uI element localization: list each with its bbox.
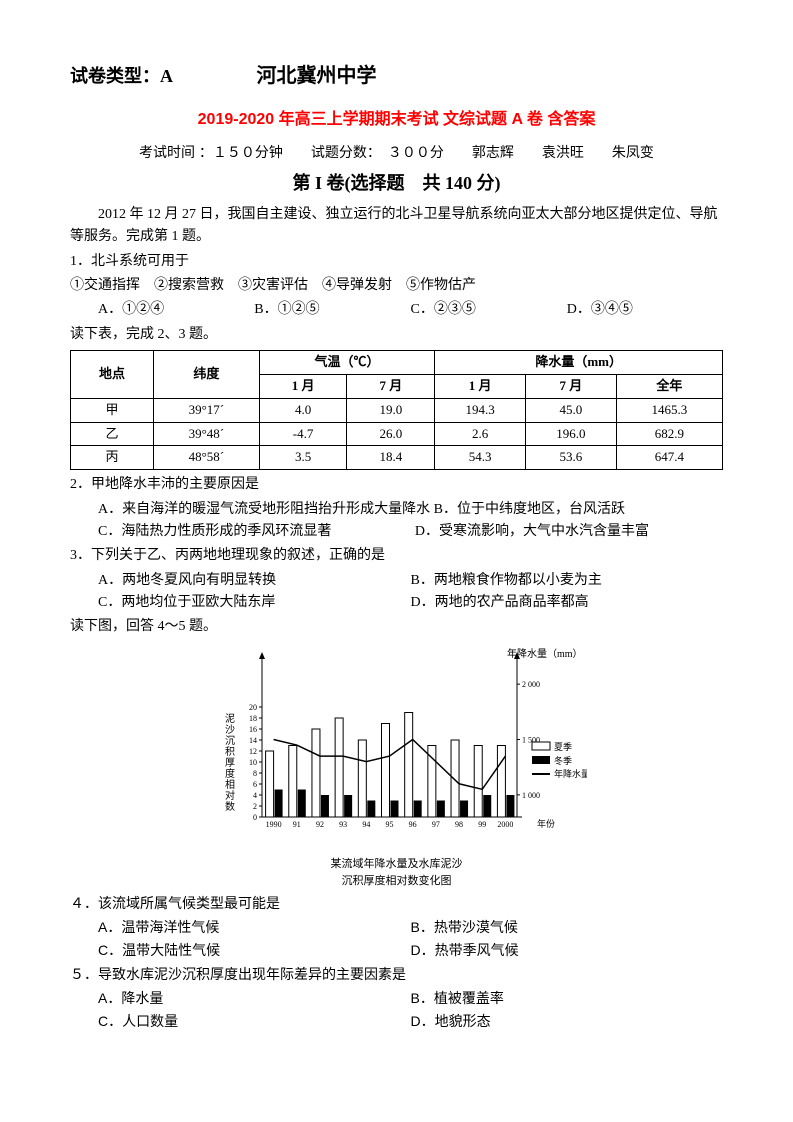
q3-c: C．两地均位于亚欧大陆东岸 bbox=[98, 592, 411, 614]
svg-text:年降水量: 年降水量 bbox=[554, 768, 587, 779]
chart-intro: 读下图，回答 4～5 题。 bbox=[70, 616, 723, 638]
q5-options: A．降水量B．植被覆盖率 C．人口数量D．地貌形态 bbox=[98, 987, 723, 1032]
svg-text:12: 12 bbox=[249, 747, 257, 756]
table-row: 丙48°58´ 3.518.4 54.353.6 647.4 bbox=[71, 446, 723, 470]
svg-text:4: 4 bbox=[253, 791, 257, 800]
section-1-title: 第 I 卷(选择题 共 140 分) bbox=[70, 169, 723, 198]
svg-text:2: 2 bbox=[253, 802, 257, 811]
q3-options: A．两地冬夏风向有明显转换B．两地粮食作物都以小麦为主 C．两地均位于亚欧大陆东… bbox=[98, 570, 723, 615]
th-jan2: 1 月 bbox=[435, 374, 526, 398]
intro-text: 2012 年 12 月 27 日，我国自主建设、独立运行的北斗卫星导航系统向亚太… bbox=[70, 204, 723, 249]
th-lat: 纬度 bbox=[154, 351, 260, 399]
svg-text:对: 对 bbox=[225, 789, 235, 802]
svg-text:98: 98 bbox=[455, 820, 463, 829]
q2-c: C．海陆热力性质形成的季风环流显著 bbox=[98, 524, 331, 539]
q1-d: D．③④⑤ bbox=[567, 299, 723, 321]
svg-text:0: 0 bbox=[253, 813, 257, 822]
th-loc: 地点 bbox=[71, 351, 154, 399]
svg-text:14: 14 bbox=[249, 736, 257, 745]
svg-text:年降水量（mm）: 年降水量（mm） bbox=[507, 647, 583, 660]
q5-b: B．植被覆盖率 bbox=[411, 987, 724, 1009]
q4-b: B．热带沙漠气候 bbox=[411, 916, 724, 938]
svg-text:94: 94 bbox=[362, 820, 370, 829]
svg-text:18: 18 bbox=[249, 714, 257, 723]
table-intro: 读下表，完成 2、3 题。 bbox=[70, 324, 723, 346]
q1-b: B．①②⑤ bbox=[254, 299, 410, 321]
svg-text:2 000: 2 000 bbox=[522, 680, 540, 689]
q5-d: D．地貌形态 bbox=[411, 1010, 724, 1032]
red-title: 2019-2020 年高三上学期期末考试 文综试题 A 卷 含答案 bbox=[70, 107, 723, 133]
table-row: 地点 纬度 气温（℃） 降水量（mm） bbox=[71, 351, 723, 375]
q3-b: B．两地粮食作物都以小麦为主 bbox=[411, 570, 724, 592]
chart-svg: 024681012141618201 0001 5002 000泥沙沉积厚度相对… bbox=[207, 647, 587, 847]
header-row: 试卷类型：A 河北冀州中学 bbox=[70, 60, 723, 92]
svg-text:10: 10 bbox=[249, 758, 257, 767]
svg-text:沉: 沉 bbox=[225, 734, 235, 747]
q4-c: C．温带大陆性气候 bbox=[98, 939, 411, 961]
svg-text:相: 相 bbox=[225, 778, 235, 791]
q2-options: A．来自海洋的暖湿气流受地形阻挡抬升形成大量降水 B．位于中纬度地区，台风活跃 … bbox=[98, 499, 723, 544]
q5-stem: ５．导致水库泥沙沉积厚度出现年际差异的主要因素是 bbox=[70, 963, 723, 985]
svg-text:2000: 2000 bbox=[497, 820, 513, 829]
table-row: 甲39°17´ 4.019.0 194.345.0 1465.3 bbox=[71, 398, 723, 422]
q2-a: A．来自海洋的暖湿气流受地形阻挡抬升形成大量降水 bbox=[98, 502, 430, 517]
svg-text:夏季: 夏季 bbox=[554, 741, 572, 752]
svg-text:16: 16 bbox=[249, 725, 257, 734]
th-jul2: 7 月 bbox=[526, 374, 617, 398]
svg-text:96: 96 bbox=[408, 820, 416, 829]
svg-text:冬季: 冬季 bbox=[554, 755, 572, 766]
chart-caption-1: 某流域年降水量及水库泥沙 bbox=[207, 857, 587, 871]
q3-stem: 3．下列关于乙、丙两地地理现象的叙述，正确的是 bbox=[70, 545, 723, 567]
school-name: 河北冀州中学 bbox=[257, 65, 377, 87]
precipitation-chart: 024681012141618201 0001 5002 000泥沙沉积厚度相对… bbox=[207, 647, 587, 888]
q3-d: D．两地的农产品商品率都高 bbox=[411, 592, 724, 614]
q1-options: A．①②④ B．①②⑤ C．②③⑤ D．③④⑤ bbox=[98, 299, 723, 321]
th-jul: 7 月 bbox=[347, 374, 435, 398]
th-year: 全年 bbox=[616, 374, 722, 398]
q4-d: D．热带季风气候 bbox=[411, 939, 724, 961]
q1-stem: 1．北斗系统可用于 bbox=[70, 251, 723, 273]
svg-text:度: 度 bbox=[225, 767, 235, 780]
svg-text:93: 93 bbox=[339, 820, 347, 829]
q5-a: A．降水量 bbox=[98, 987, 411, 1009]
q1-a: A．①②④ bbox=[98, 299, 254, 321]
svg-text:1990: 1990 bbox=[265, 820, 281, 829]
svg-text:95: 95 bbox=[385, 820, 393, 829]
svg-text:厚: 厚 bbox=[225, 757, 235, 769]
svg-text:数: 数 bbox=[225, 800, 235, 813]
svg-text:92: 92 bbox=[315, 820, 323, 829]
chart-caption-2: 沉积厚度相对数变化图 bbox=[207, 874, 587, 888]
q5-c: C．人口数量 bbox=[98, 1010, 411, 1032]
svg-text:沙: 沙 bbox=[225, 724, 235, 736]
q2-b: B．位于中纬度地区，台风活跃 bbox=[434, 502, 625, 517]
th-jan: 1 月 bbox=[259, 374, 347, 398]
svg-text:91: 91 bbox=[292, 820, 300, 829]
svg-text:97: 97 bbox=[431, 820, 439, 829]
exam-info: 考试时间 ：１５０分钟 试题分数： ３００分 郭志辉 袁洪旺 朱凤变 bbox=[70, 141, 723, 163]
q1-items: ①交通指挥 ②搜索营救 ③灾害评估 ④导弹发射 ⑤作物估产 bbox=[70, 275, 723, 297]
q4-a: A．温带海洋性气候 bbox=[98, 916, 411, 938]
svg-text:积: 积 bbox=[225, 746, 235, 758]
svg-text:1 000: 1 000 bbox=[522, 791, 540, 800]
th-prec: 降水量（mm） bbox=[435, 351, 723, 375]
climate-table: 地点 纬度 气温（℃） 降水量（mm） 1 月 7 月 1 月 7 月 全年 甲… bbox=[70, 350, 723, 470]
table-row: 乙39°48´ -4.726.0 2.6196.0 682.9 bbox=[71, 422, 723, 446]
q4-stem: ４．该流域所属气候类型最可能是 bbox=[70, 892, 723, 914]
th-temp: 气温（℃） bbox=[259, 351, 435, 375]
svg-text:8: 8 bbox=[253, 769, 257, 778]
q4-options: A．温带海洋性气候B．热带沙漠气候 C．温带大陆性气候D．热带季风气候 bbox=[98, 916, 723, 961]
svg-text:年份: 年份 bbox=[537, 818, 555, 829]
svg-text:泥: 泥 bbox=[225, 712, 235, 725]
svg-text:6: 6 bbox=[253, 780, 257, 789]
q2-d: D．受寒流影响，大气中水汽含量丰富 bbox=[415, 524, 649, 539]
svg-text:20: 20 bbox=[249, 703, 257, 712]
q2-stem: 2．甲地降水丰沛的主要原因是 bbox=[70, 474, 723, 496]
svg-text:99: 99 bbox=[478, 820, 486, 829]
q3-a: A．两地冬夏风向有明显转换 bbox=[98, 570, 411, 592]
q1-c: C．②③⑤ bbox=[411, 299, 567, 321]
paper-type: 试卷类型：A bbox=[70, 66, 172, 86]
